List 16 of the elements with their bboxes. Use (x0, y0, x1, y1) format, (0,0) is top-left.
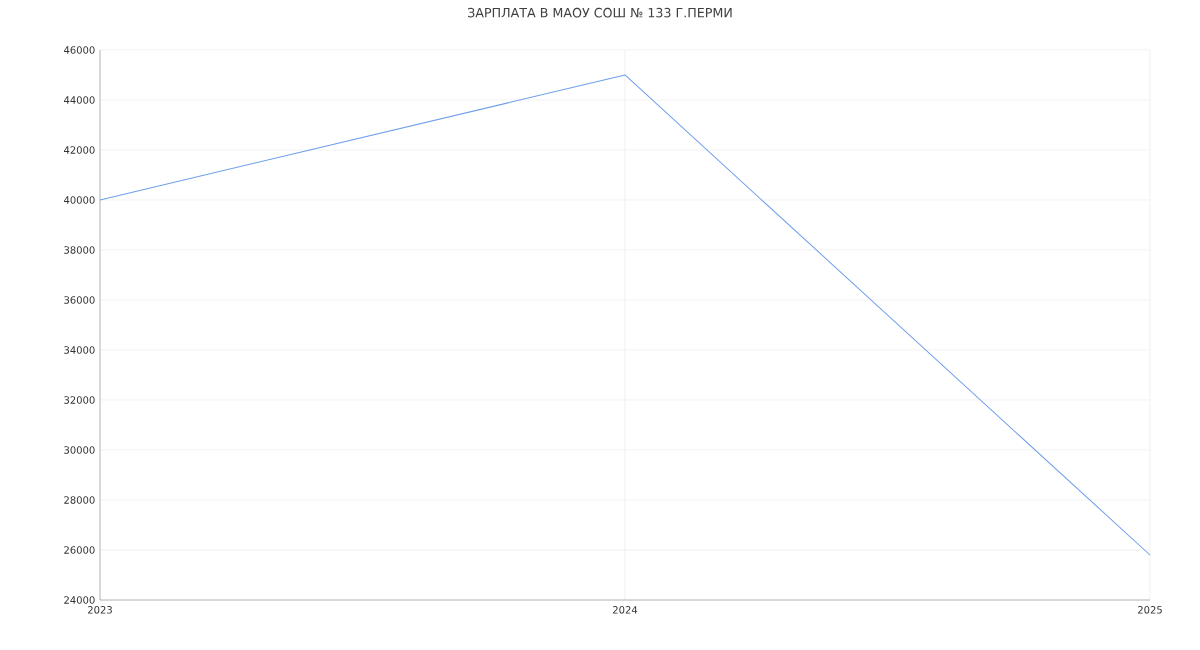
x-tick-label: 2024 (613, 606, 638, 614)
y-tick-label: 30000 (64, 446, 95, 454)
y-tick-label: 38000 (64, 246, 95, 254)
x-tick-label: 2025 (1138, 606, 1162, 614)
y-tick-label: 34000 (64, 346, 95, 354)
y-tick-label: 26000 (64, 546, 95, 554)
y-tick-label: 42000 (63, 146, 95, 154)
chart-title: ЗАРПЛАТА В МАОУ СОШ № 133 Г.ПЕРМИ (467, 7, 732, 18)
y-tick-label: 24000 (64, 596, 95, 604)
y-tick-label: 36000 (64, 296, 95, 304)
y-tick-label: 44000 (63, 96, 95, 104)
x-tick-label: 2023 (88, 606, 112, 614)
y-tick-label: 28000 (64, 496, 95, 504)
y-tick-label: 46000 (63, 46, 95, 54)
y-tick-label: 32000 (64, 396, 95, 404)
y-tick-label: 40000 (63, 196, 95, 204)
